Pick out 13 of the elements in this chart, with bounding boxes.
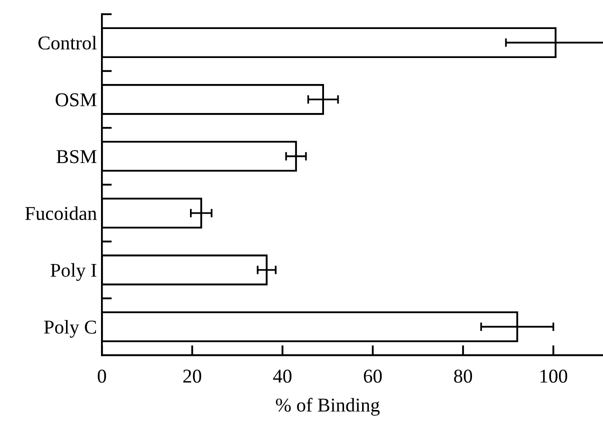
y-tick-label: Poly I — [50, 263, 96, 281]
y-tick-label: Poly C — [44, 320, 96, 338]
x-tick-label: 40 — [273, 370, 292, 383]
y-tick-label: Control — [38, 36, 97, 50]
x-axis-title: % of Binding — [276, 398, 380, 416]
y-tick-label: OSM — [56, 93, 96, 106]
y-tick-label: Fucoidan — [25, 206, 97, 220]
x-tick-label: 80 — [454, 370, 472, 383]
x-tick-label: 100 — [540, 370, 568, 383]
y-tick-label: BSM — [56, 150, 96, 164]
x-tick-label: 0 — [98, 370, 106, 383]
x-tick-label: 20 — [183, 370, 202, 383]
x-tick-label: 60 — [364, 370, 382, 383]
